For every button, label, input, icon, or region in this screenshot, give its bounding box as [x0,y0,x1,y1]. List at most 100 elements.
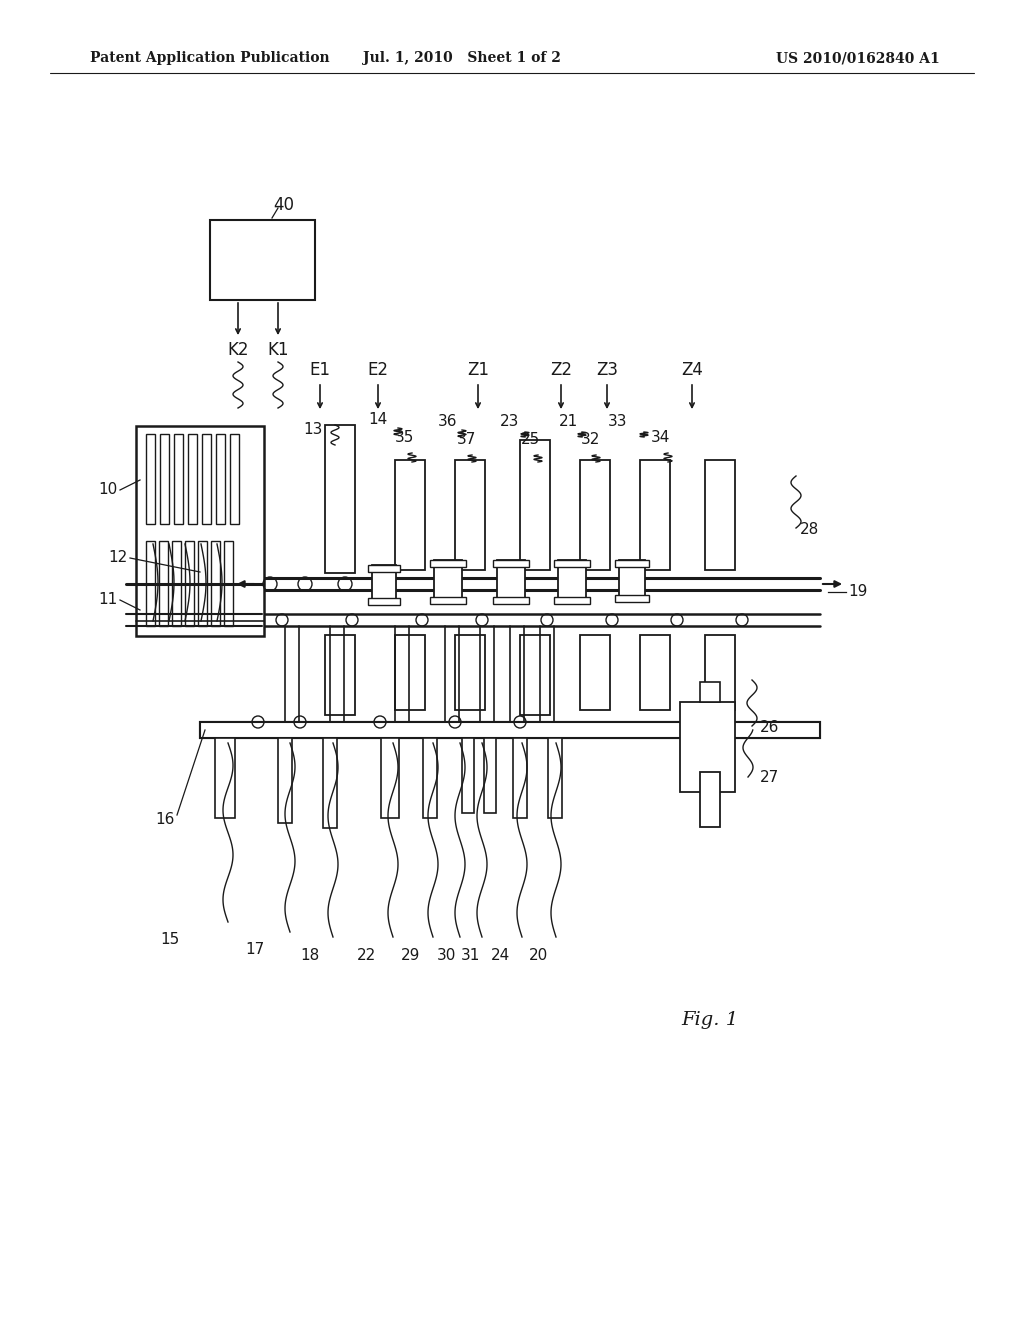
Text: 24: 24 [492,948,511,962]
Bar [705,635,735,710]
Text: 19: 19 [848,585,867,599]
Bar [640,635,670,710]
Bar [548,738,562,818]
Text: 27: 27 [760,771,779,785]
Bar [455,459,485,570]
Bar [705,459,735,570]
Text: 26: 26 [760,721,779,735]
Text: 32: 32 [581,433,600,447]
Bar [618,560,645,602]
Bar [216,434,225,524]
Bar [580,459,610,570]
Text: 31: 31 [461,948,479,962]
Bar [700,772,720,828]
Text: 36: 36 [438,414,458,429]
Text: 37: 37 [457,433,476,447]
Text: E1: E1 [309,360,331,379]
Text: Z4: Z4 [681,360,702,379]
Bar [368,598,400,605]
Bar [160,434,169,524]
Bar [185,541,194,626]
Text: K1: K1 [267,341,289,359]
Bar [554,560,590,568]
Bar [188,434,197,524]
Bar [430,597,466,605]
Bar [215,738,234,818]
Text: 29: 29 [401,948,421,962]
Text: Z1: Z1 [467,360,489,379]
Text: 10: 10 [98,483,118,498]
Bar [493,560,529,568]
Bar [554,597,590,605]
Text: 33: 33 [608,414,628,429]
Text: 30: 30 [436,948,456,962]
Bar [372,565,396,605]
Bar [434,560,462,605]
Bar [136,426,264,636]
Bar [278,738,292,822]
Bar [323,738,337,828]
Text: 34: 34 [650,430,670,446]
Text: 23: 23 [501,414,520,429]
Bar [484,738,496,813]
Bar [368,565,400,572]
Text: 12: 12 [109,550,128,565]
Bar [700,682,720,702]
Text: 11: 11 [98,593,118,607]
Bar [202,434,211,524]
Bar [172,541,181,626]
Bar [493,597,529,605]
Bar [230,434,239,524]
Bar [615,595,649,602]
Bar [159,541,168,626]
Bar [325,425,355,573]
Bar [680,702,735,792]
Bar [325,635,355,715]
Bar [615,560,649,568]
Bar [520,635,550,715]
Bar [224,541,233,626]
Bar [640,459,670,570]
Text: 35: 35 [395,430,415,446]
Text: Patent Application Publication: Patent Application Publication [90,51,330,65]
Bar [580,635,610,710]
Bar [395,459,425,570]
Text: 22: 22 [357,948,377,962]
Text: 18: 18 [300,948,319,962]
Bar [455,635,485,710]
Bar [200,722,820,738]
Bar [423,738,437,818]
Text: 14: 14 [369,412,388,428]
Text: 15: 15 [161,932,179,948]
Bar [146,541,155,626]
Bar [497,560,525,605]
Bar [198,541,207,626]
Text: Z3: Z3 [596,360,618,379]
Text: 21: 21 [558,414,578,429]
Text: US 2010/0162840 A1: US 2010/0162840 A1 [776,51,940,65]
Text: K2: K2 [227,341,249,359]
Text: 13: 13 [303,422,323,437]
Text: 28: 28 [800,523,819,537]
Bar [520,440,550,570]
Text: E2: E2 [368,360,388,379]
Text: 25: 25 [520,433,540,447]
Bar [395,635,425,710]
Bar [558,560,586,605]
Text: 20: 20 [528,948,548,962]
Bar [174,434,183,524]
Text: Jul. 1, 2010   Sheet 1 of 2: Jul. 1, 2010 Sheet 1 of 2 [364,51,561,65]
Text: Fig. 1: Fig. 1 [681,1011,738,1030]
Text: Z2: Z2 [550,360,572,379]
Text: 17: 17 [246,942,264,957]
Text: 40: 40 [273,195,295,214]
Bar [430,560,466,568]
Bar [211,541,220,626]
Bar [146,434,155,524]
Bar [513,738,527,818]
Bar [462,738,474,813]
Text: 16: 16 [156,813,175,828]
Bar [210,220,315,300]
Bar [381,738,399,818]
Bar [200,722,820,738]
